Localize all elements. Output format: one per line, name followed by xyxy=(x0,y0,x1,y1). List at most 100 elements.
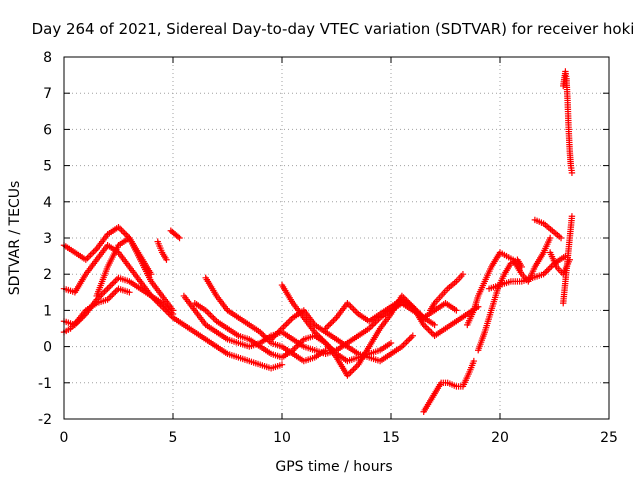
y-tick-label: 0 xyxy=(43,340,52,356)
series-track17 xyxy=(475,256,525,354)
data-point xyxy=(347,369,354,376)
points-layer xyxy=(60,68,576,415)
label-layer: Day 264 of 2021, Sidereal Day-to-day VTE… xyxy=(7,20,634,475)
x-tick-label: 0 xyxy=(60,430,69,446)
data-point xyxy=(286,317,293,324)
tick-layer: 0 5 10 15 20 25 -2 -1 0 1 2 3 4 5 6 7 8 xyxy=(38,50,618,446)
data-point xyxy=(347,303,354,310)
data-point xyxy=(278,361,286,368)
data-point xyxy=(453,307,460,314)
data-point xyxy=(350,306,357,313)
grid-layer xyxy=(64,57,609,419)
data-point xyxy=(104,285,111,292)
series-track19 xyxy=(531,216,565,242)
data-point xyxy=(105,283,113,291)
data-point xyxy=(350,366,357,373)
data-point xyxy=(351,307,359,315)
data-point xyxy=(113,276,121,283)
series-track14 xyxy=(420,357,478,415)
data-point xyxy=(116,225,124,232)
data-point xyxy=(110,290,118,297)
data-point xyxy=(169,310,177,318)
data-point xyxy=(327,320,334,328)
y-tick-label: 4 xyxy=(43,195,52,211)
data-point xyxy=(351,364,359,372)
data-point xyxy=(88,250,96,257)
data-point xyxy=(322,347,329,354)
y-axis-label: SDTVAR / TECUs xyxy=(7,181,23,296)
data-point xyxy=(425,326,432,333)
series-track6 xyxy=(154,238,170,263)
data-point xyxy=(205,310,213,317)
y-tick-label: 7 xyxy=(43,86,52,102)
data-point xyxy=(369,322,376,329)
chart-title: Day 264 of 2021, Sidereal Day-to-day VTE… xyxy=(32,20,635,38)
series-track1 xyxy=(60,223,177,314)
series-track16 xyxy=(464,234,554,329)
data-point xyxy=(404,337,412,344)
data-point xyxy=(174,233,182,240)
data-point xyxy=(208,313,216,320)
data-point xyxy=(470,357,478,365)
data-point xyxy=(285,319,292,326)
data-point xyxy=(406,335,413,343)
data-point xyxy=(90,248,97,256)
series-track7 xyxy=(167,227,183,242)
data-point xyxy=(546,234,554,242)
data-point xyxy=(568,213,576,220)
x-tick-label: 25 xyxy=(600,430,618,446)
y-tick-label: -1 xyxy=(38,376,52,392)
data-point xyxy=(426,327,434,335)
x-tick-label: 20 xyxy=(491,430,509,446)
data-point xyxy=(409,332,416,339)
data-point xyxy=(328,319,336,326)
data-point xyxy=(101,288,108,295)
data-point xyxy=(557,234,565,242)
data-point xyxy=(84,254,91,262)
data-point xyxy=(121,230,128,237)
x-tick-label: 5 xyxy=(169,430,178,446)
x-tick-label: 10 xyxy=(273,430,291,446)
data-point xyxy=(107,282,114,289)
data-point xyxy=(110,279,118,286)
data-point xyxy=(113,287,121,294)
data-point xyxy=(348,367,356,375)
x-tick-label: 15 xyxy=(382,430,400,446)
data-point xyxy=(325,322,332,329)
series-track4 xyxy=(60,285,133,336)
data-point xyxy=(331,315,339,323)
series-track5 xyxy=(93,234,155,300)
y-tick-label: 5 xyxy=(43,159,52,175)
data-point xyxy=(459,271,467,278)
data-point xyxy=(207,311,214,319)
y-tick-label: -2 xyxy=(38,412,52,428)
y-tick-label: 6 xyxy=(43,122,52,138)
y-tick-label: 2 xyxy=(43,267,52,283)
data-point xyxy=(283,320,290,328)
data-point xyxy=(568,169,576,177)
x-axis-label: GPS time / hours xyxy=(275,459,392,475)
data-point xyxy=(387,339,395,347)
y-tick-label: 8 xyxy=(43,50,52,66)
data-point xyxy=(107,293,114,300)
data-point xyxy=(348,304,356,312)
data-point xyxy=(123,231,130,239)
data-point xyxy=(423,324,431,332)
data-point xyxy=(99,290,107,297)
y-tick-label: 1 xyxy=(43,303,52,319)
data-point xyxy=(330,317,337,324)
data-point xyxy=(518,263,525,271)
data-point xyxy=(91,247,99,254)
data-point xyxy=(148,271,155,278)
data-point xyxy=(210,314,217,322)
series-track21 xyxy=(560,213,576,307)
series-track13 xyxy=(322,296,438,332)
data-point xyxy=(546,264,554,272)
data-point xyxy=(109,291,116,299)
data-point xyxy=(87,251,94,259)
data-point xyxy=(543,267,550,275)
data-point xyxy=(119,228,127,235)
data-point xyxy=(176,234,183,242)
data-point xyxy=(281,322,289,329)
